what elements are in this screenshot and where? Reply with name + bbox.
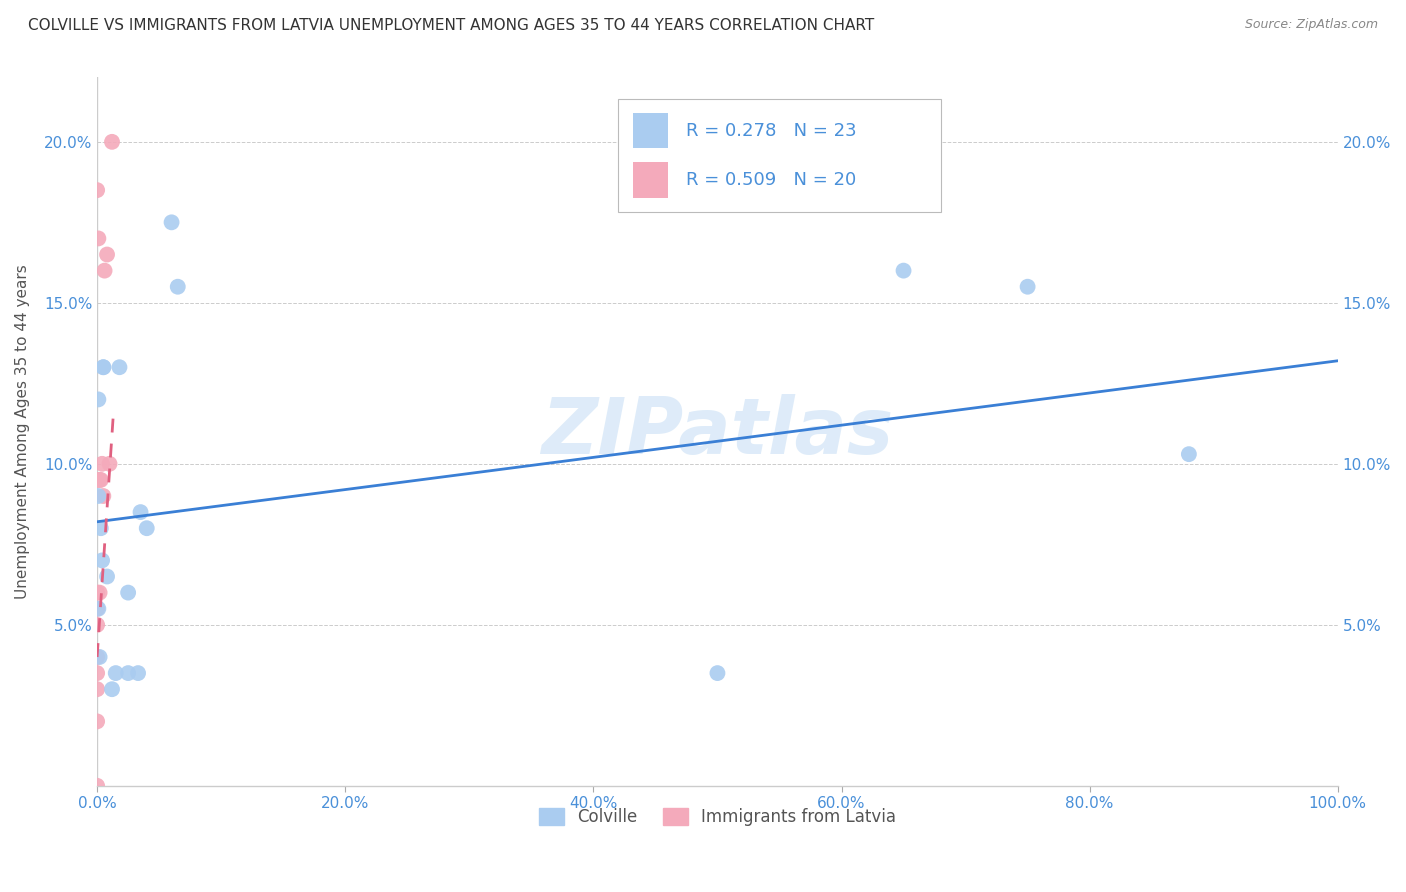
- Point: [86, 650, 108, 665]
- Point: [91, 457, 114, 471]
- Point: [135, 521, 157, 535]
- Point: [89, 650, 111, 665]
- Point: [91, 360, 114, 375]
- Text: COLVILLE VS IMMIGRANTS FROM LATVIA UNEMPLOYMENT AMONG AGES 35 TO 44 YEARS CORREL: COLVILLE VS IMMIGRANTS FROM LATVIA UNEMP…: [28, 18, 875, 33]
- Point: [706, 666, 728, 681]
- Point: [91, 360, 114, 375]
- Point: [86, 617, 108, 632]
- Point: [127, 666, 149, 681]
- Bar: [633, 113, 668, 148]
- Point: [87, 231, 110, 245]
- Point: [101, 135, 124, 149]
- Point: [86, 682, 108, 697]
- Point: [96, 569, 118, 583]
- Text: R = 0.278   N = 23: R = 0.278 N = 23: [686, 121, 858, 139]
- Point: [87, 489, 110, 503]
- Y-axis label: Unemployment Among Ages 35 to 44 years: Unemployment Among Ages 35 to 44 years: [15, 264, 30, 599]
- Point: [160, 215, 183, 229]
- Point: [98, 457, 121, 471]
- Point: [101, 682, 124, 697]
- FancyBboxPatch shape: [619, 99, 941, 212]
- Text: Source: ZipAtlas.com: Source: ZipAtlas.com: [1244, 18, 1378, 31]
- Point: [91, 553, 114, 567]
- Point: [104, 666, 127, 681]
- Point: [87, 473, 110, 487]
- Point: [108, 360, 131, 375]
- Point: [117, 585, 139, 599]
- Point: [90, 473, 112, 487]
- Point: [87, 601, 110, 615]
- Point: [86, 183, 108, 197]
- Point: [86, 779, 108, 793]
- Point: [86, 585, 108, 599]
- Point: [86, 601, 108, 615]
- Point: [166, 279, 188, 293]
- Point: [93, 263, 115, 277]
- Point: [893, 263, 915, 277]
- Point: [129, 505, 152, 519]
- Point: [89, 585, 111, 599]
- Point: [117, 666, 139, 681]
- Point: [1017, 279, 1039, 293]
- Point: [1178, 447, 1201, 461]
- Legend: Colville, Immigrants from Latvia: Colville, Immigrants from Latvia: [530, 799, 904, 834]
- Point: [89, 473, 111, 487]
- Point: [90, 521, 112, 535]
- Point: [96, 247, 118, 261]
- Point: [86, 714, 108, 729]
- Point: [91, 489, 114, 503]
- Point: [87, 392, 110, 407]
- Text: ZIPatlas: ZIPatlas: [541, 393, 894, 469]
- Point: [86, 666, 108, 681]
- Bar: [633, 162, 668, 198]
- Text: R = 0.509   N = 20: R = 0.509 N = 20: [686, 171, 856, 189]
